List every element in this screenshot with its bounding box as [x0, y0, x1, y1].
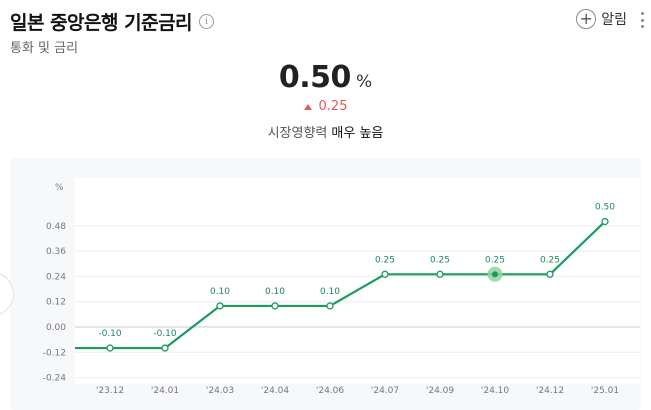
market-impact: 시장영향력 매우 높음 — [0, 122, 651, 141]
more-options-icon[interactable] — [639, 10, 645, 30]
rate-change-value: 0.25 — [318, 99, 348, 114]
title-row: 일본 중앙은행 기준금리 i — [10, 8, 215, 35]
x-tick-label: '24.04 — [261, 386, 290, 396]
x-tick-label: '24.12 — [536, 386, 564, 396]
y-tick-label: 0.48 — [46, 222, 66, 232]
x-tick-label: '24.06 — [316, 386, 345, 396]
plus-circle-icon: + — [576, 9, 597, 29]
data-point — [381, 270, 389, 278]
data-point — [216, 302, 224, 310]
impact-label: 시장영향력 — [267, 126, 328, 141]
x-tick-label: '24.01 — [151, 386, 179, 396]
data-point — [436, 270, 444, 278]
x-tick-label: '24.07 — [371, 386, 399, 396]
x-tick-label: '25.01 — [591, 386, 619, 396]
data-label: 0.25 — [375, 255, 395, 265]
y-tick-label: 0.00 — [46, 323, 66, 333]
data-point — [161, 344, 169, 352]
plot-area — [75, 178, 640, 384]
data-label: -0.10 — [98, 329, 122, 339]
x-tick-label: '23.12 — [96, 386, 124, 396]
x-tick-label: '24.10 — [481, 386, 510, 396]
page-subtitle: 통화 및 금리 — [10, 41, 79, 56]
data-label: -0.10 — [153, 329, 177, 339]
data-label: 0.25 — [540, 255, 560, 265]
info-icon[interactable]: i — [199, 14, 215, 29]
alarm-label: 알림 — [601, 12, 627, 28]
data-point — [601, 217, 609, 226]
data-label: 0.25 — [430, 255, 450, 265]
data-point — [326, 302, 334, 310]
x-tick-label: '24.09 — [426, 386, 455, 396]
alarm-button[interactable]: + 알림 — [576, 9, 627, 29]
rate-change: 0.25 — [0, 99, 651, 114]
y-tick-label: 0.12 — [46, 298, 66, 308]
y-tick-label: 0.24 — [46, 272, 66, 282]
current-rate-value: 0.50 — [278, 60, 352, 95]
impact-value: 매우 높음 — [331, 126, 384, 141]
data-label: 0.10 — [320, 287, 340, 297]
y-axis-unit: % — [55, 183, 64, 193]
data-label: 0.25 — [485, 255, 505, 265]
data-label: 0.50 — [595, 203, 615, 213]
y-tick-label: -0.24 — [43, 374, 67, 384]
up-triangle-icon — [303, 103, 312, 110]
rate-unit: % — [355, 72, 373, 92]
y-tick-label: -0.12 — [43, 348, 66, 358]
data-label: 0.10 — [210, 287, 230, 297]
page-title: 일본 중앙은행 기준금리 — [10, 12, 193, 34]
data-point — [271, 302, 279, 310]
data-point — [492, 271, 498, 278]
y-tick-label: 0.36 — [46, 247, 66, 257]
data-label: 0.10 — [265, 287, 285, 297]
x-tick-label: '24.03 — [206, 386, 234, 396]
value-summary: 0.50 % 0.25 시장영향력 매우 높음 — [0, 60, 651, 141]
data-point — [546, 270, 554, 278]
data-point — [106, 344, 114, 352]
